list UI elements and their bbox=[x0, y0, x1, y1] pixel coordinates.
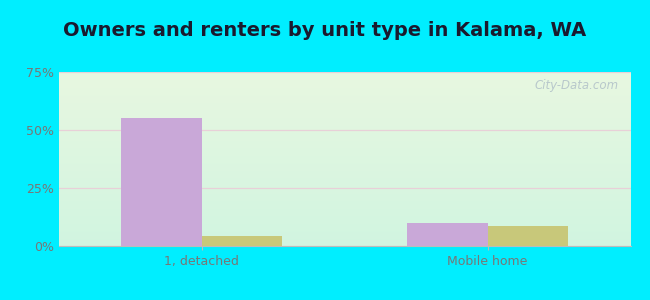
Text: Owners and renters by unit type in Kalama, WA: Owners and renters by unit type in Kalam… bbox=[64, 21, 586, 40]
Text: City-Data.com: City-Data.com bbox=[535, 79, 619, 92]
Bar bbox=[488, 226, 567, 246]
Bar bbox=[122, 118, 202, 246]
Bar bbox=[202, 236, 281, 246]
Bar bbox=[408, 223, 488, 246]
